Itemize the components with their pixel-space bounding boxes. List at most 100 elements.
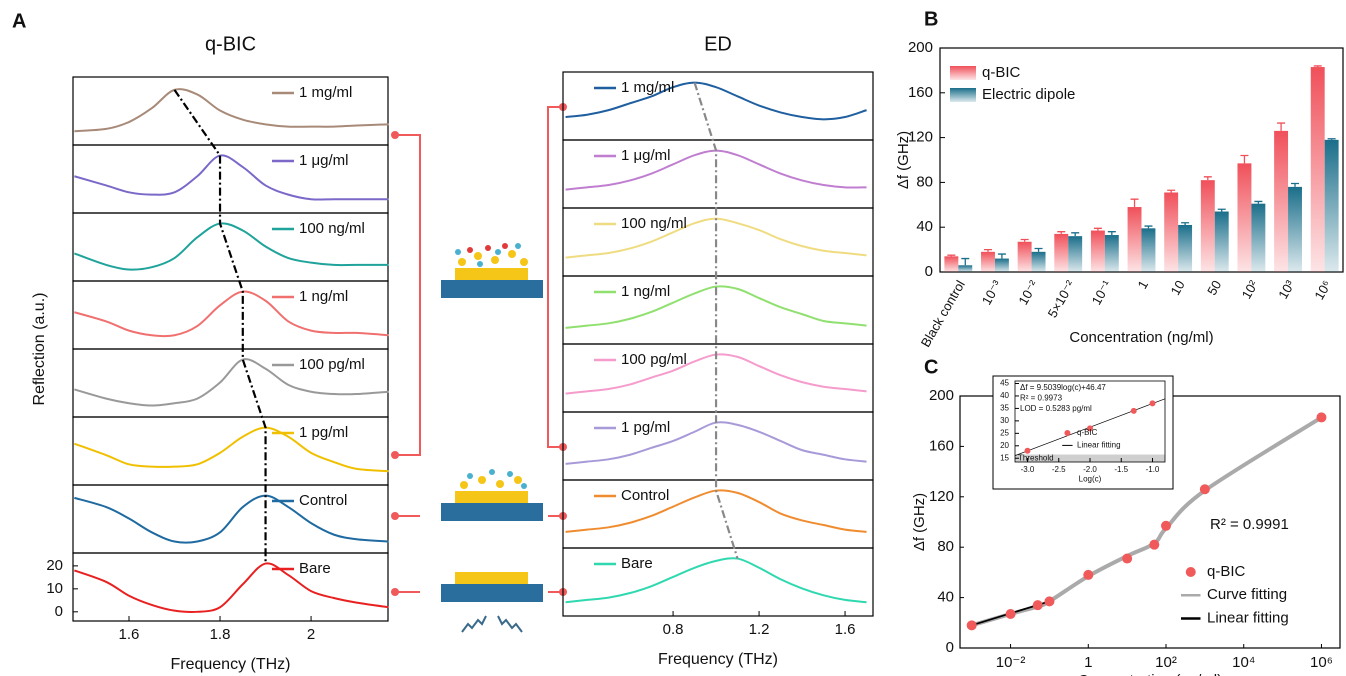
bar: [1288, 186, 1302, 272]
panel-label: C: [924, 356, 938, 378]
x-axis-label: Frequency (THz): [170, 656, 290, 673]
error-bar: [947, 254, 956, 257]
y-tick-label: 160: [929, 437, 954, 454]
x-tick-label: 1: [1134, 278, 1151, 292]
error-bar: [983, 248, 992, 252]
x-tick-label: 10⁶: [1311, 278, 1334, 303]
bar: [1310, 67, 1325, 272]
legend-swatch: [1064, 430, 1071, 436]
error-bar: [997, 253, 1006, 259]
bar: [1104, 235, 1119, 272]
x-axis-label: Concentration (ng/ml): [1069, 329, 1213, 346]
spectrum-line: [74, 562, 389, 614]
sensor-schematic: [441, 469, 543, 521]
legend-swatch: [950, 88, 976, 102]
y-axis-label: Reflection (a.u.): [31, 293, 48, 406]
spectrum-line: [74, 358, 389, 407]
legend-label: q-BIC: [982, 64, 1021, 81]
bar: [1164, 192, 1179, 272]
y-tick-label: 10: [46, 580, 63, 597]
y-axis-label: Δf (GHz): [911, 493, 928, 551]
bar: [981, 251, 995, 272]
bar: [1274, 130, 1289, 272]
y-tick-label: 20: [1000, 441, 1009, 450]
error-bar: [1327, 138, 1336, 140]
error-bar: [1203, 176, 1212, 181]
y-tick-label: 120: [929, 488, 954, 505]
legend-label: 1 ng/ml: [621, 283, 670, 300]
x-tick-label: 5×10⁻²: [1045, 277, 1079, 320]
error-bar: [1277, 122, 1286, 131]
bar: [958, 265, 973, 272]
legend-label: 1 pg/ml: [621, 419, 670, 436]
data-point: [1087, 425, 1093, 432]
legend-label: q-BIC: [1207, 563, 1246, 580]
x-tick-label: 10⁶: [1310, 654, 1333, 671]
annotation: R² = 0.9991: [1210, 516, 1289, 533]
connectors: [395, 106, 563, 593]
x-axis-label: Frequency (THz): [658, 651, 778, 668]
x-tick-label: 1.2: [749, 621, 770, 638]
y-tick-label: 200: [908, 39, 933, 56]
spectrum-line: [74, 222, 389, 271]
bar: [944, 256, 959, 272]
x-tick-label: -3.0: [1021, 465, 1035, 474]
chart-title: ED: [704, 33, 732, 55]
bar: [1214, 211, 1229, 272]
x-tick-label: 1.8: [210, 626, 231, 643]
bar: [994, 258, 1009, 272]
x-tick-label: -2.5: [1052, 465, 1066, 474]
legend-swatch: [950, 66, 976, 80]
error-bar: [1291, 182, 1300, 187]
error-bar: [1240, 154, 1249, 164]
x-tick-label: 10⁻²: [1015, 277, 1041, 307]
x-tick-label: -2.0: [1083, 465, 1097, 474]
x-tick-label: 10²: [1239, 277, 1262, 301]
data-point: [966, 620, 977, 631]
bar: [1237, 163, 1252, 272]
annotation: LOD = 0.5283 pg/ml: [1020, 404, 1092, 413]
y-tick-label: 45: [1000, 379, 1009, 388]
y-axis-label: Δf (GHz): [895, 131, 912, 189]
legend-label: 100 ng/ml: [621, 215, 687, 232]
connector-dots: [391, 103, 567, 596]
panel-label: B: [924, 8, 938, 30]
spectrum-line: [74, 290, 389, 338]
legend-label: 1 μg/ml: [621, 147, 671, 164]
bar: [1200, 180, 1215, 272]
bar: [1127, 207, 1142, 272]
legend-label: 100 ng/ml: [299, 220, 365, 237]
x-tick-label: 10⁴: [1232, 654, 1255, 671]
legend-label: Bare: [299, 560, 331, 577]
annotation: Δf = 9.5039log(c)+46.47: [1020, 383, 1106, 392]
x-tick-label: 10: [1167, 278, 1187, 298]
x-tick-label: 10³: [1275, 277, 1298, 301]
legend-label: 1 ng/ml: [299, 288, 348, 305]
legend-label: Bare: [621, 555, 653, 572]
x-tick-label: 2: [307, 626, 315, 643]
error-bar: [1093, 227, 1102, 231]
y-tick-label: 20: [46, 557, 63, 574]
x-tick-label: -1.0: [1146, 465, 1160, 474]
y-tick-label: 15: [1000, 453, 1009, 462]
legend-swatch: [1185, 567, 1196, 577]
panel-label: A: [12, 10, 26, 32]
spectrum-line: [565, 81, 867, 121]
data-point: [1316, 412, 1327, 423]
error-bar: [1034, 247, 1043, 252]
error-bar: [1254, 200, 1263, 204]
x-tick-label: Black control: [918, 278, 968, 350]
sensor-schematic: [441, 243, 543, 298]
y-tick-label: 35: [1000, 404, 1009, 413]
spectrum-line: [74, 88, 389, 133]
y-tick-label: 200: [929, 387, 954, 404]
data-point: [1005, 608, 1016, 619]
data-point: [1199, 484, 1210, 495]
spectrum-line: [565, 285, 867, 329]
bar: [1141, 228, 1156, 272]
error-bar: [1071, 232, 1080, 237]
x-tick-label: 10⁻¹: [1089, 277, 1115, 307]
data-point: [1149, 539, 1160, 550]
legend-label: 100 pg/ml: [621, 351, 687, 368]
